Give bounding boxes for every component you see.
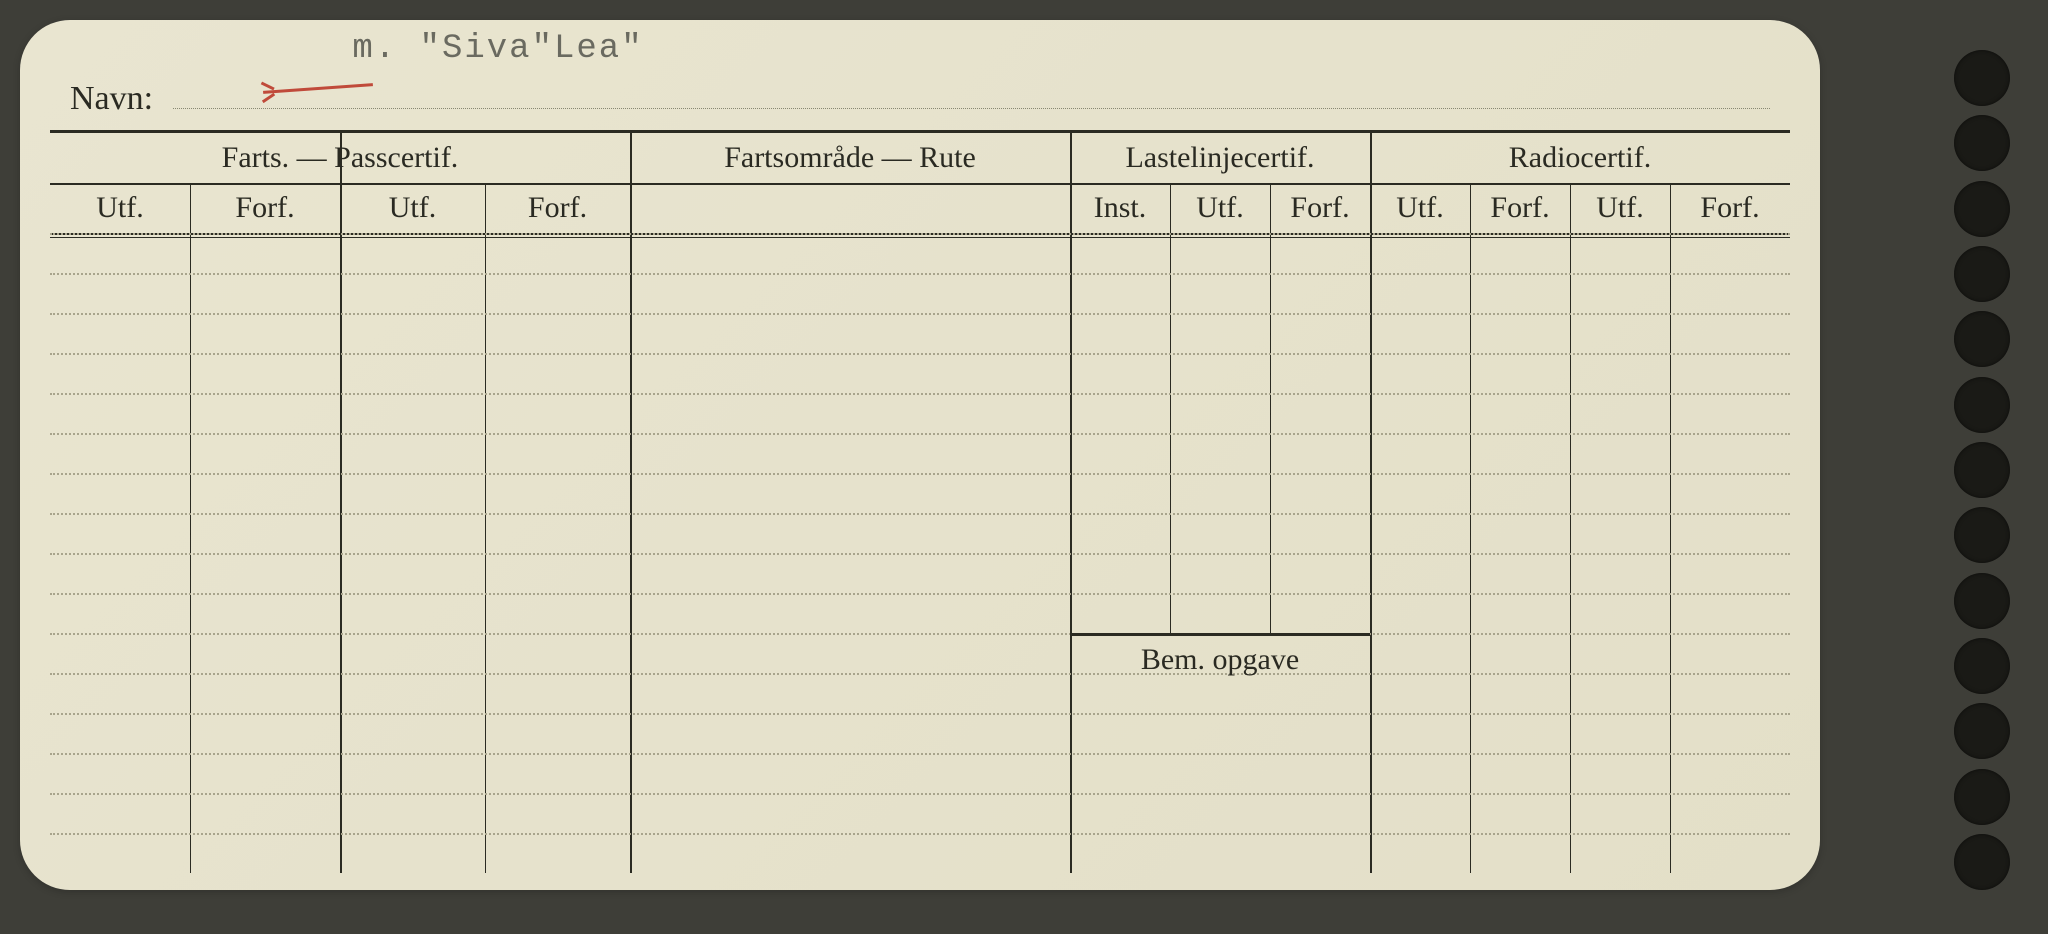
dotted-row-line [50,433,1790,435]
dotted-row-line [50,273,1790,275]
header-row-2: Utf. Forf. Utf. Forf. Inst. Utf. Forf. U… [50,183,1790,235]
dotted-row-line [50,393,1790,395]
dotted-row-line [50,673,1790,675]
index-card: Navn: m. "Siva"Lea" Farts. — Passcertif.… [20,20,1820,890]
punch-hole [1954,311,2010,367]
sub-forf-5: Forf. [1670,191,1790,225]
navn-struck: Siva [442,30,532,68]
hdr-farts-passcertif: Farts. — Passcertif. [50,141,630,175]
bem-opgave-label: Bem. opgave [1070,643,1370,677]
navn-label: Navn: [70,80,153,118]
dotted-row-line [50,713,1790,715]
dotted-row-line [50,793,1790,795]
dotted-row-line [50,513,1790,515]
dotted-row-line [50,753,1790,755]
sub-inst: Inst. [1070,191,1170,225]
navn-typed-text: m. "Siva"Lea" [173,20,644,106]
dotted-lines-area [50,233,1790,873]
dotted-row-line [50,633,1790,635]
dotted-row-line [50,593,1790,595]
navn-suffix: "Lea" [532,30,644,68]
punch-hole [1954,507,2010,563]
certificate-grid: Farts. — Passcertif. Fartsområde — Rute … [50,130,1790,873]
sub-utf-3: Utf. [1170,191,1270,225]
hdr-radiocertif: Radiocertif. [1370,141,1790,175]
punch-hole [1954,834,2010,890]
punch-hole [1954,573,2010,629]
punch-hole [1954,115,2010,171]
punch-hole [1954,181,2010,237]
navn-row: Navn: m. "Siva"Lea" [70,68,1770,118]
dotted-row-line [50,313,1790,315]
header-row-1: Farts. — Passcertif. Fartsområde — Rute … [50,133,1790,185]
hdr-fartsomraade-rute: Fartsområde — Rute [630,141,1070,175]
sub-utf-1: Utf. [50,191,190,225]
punch-hole [1954,769,2010,825]
punch-hole [1954,246,2010,302]
punch-hole [1954,703,2010,759]
sub-utf-4: Utf. [1370,191,1470,225]
sub-forf-3: Forf. [1270,191,1370,225]
dotted-row-line [50,553,1790,555]
punch-hole [1954,442,2010,498]
dotted-row-line [50,233,1790,235]
navn-value: m. "Siva"Lea" [173,68,1770,109]
punch-holes [1954,50,2010,890]
sub-utf-5: Utf. [1570,191,1670,225]
dotted-row-line [50,833,1790,835]
bem-divider [1070,633,1370,636]
sub-forf-2: Forf. [485,191,630,225]
hdr-lastelinjecertif: Lastelinjecertif. [1070,141,1370,175]
dotted-row-line [50,473,1790,475]
punch-hole [1954,50,2010,106]
punch-hole [1954,377,2010,433]
punch-hole [1954,638,2010,694]
navn-prefix: m. " [352,30,442,68]
dotted-row-line [50,353,1790,355]
sub-utf-2: Utf. [340,191,485,225]
sub-forf-1: Forf. [190,191,340,225]
sub-forf-4: Forf. [1470,191,1570,225]
